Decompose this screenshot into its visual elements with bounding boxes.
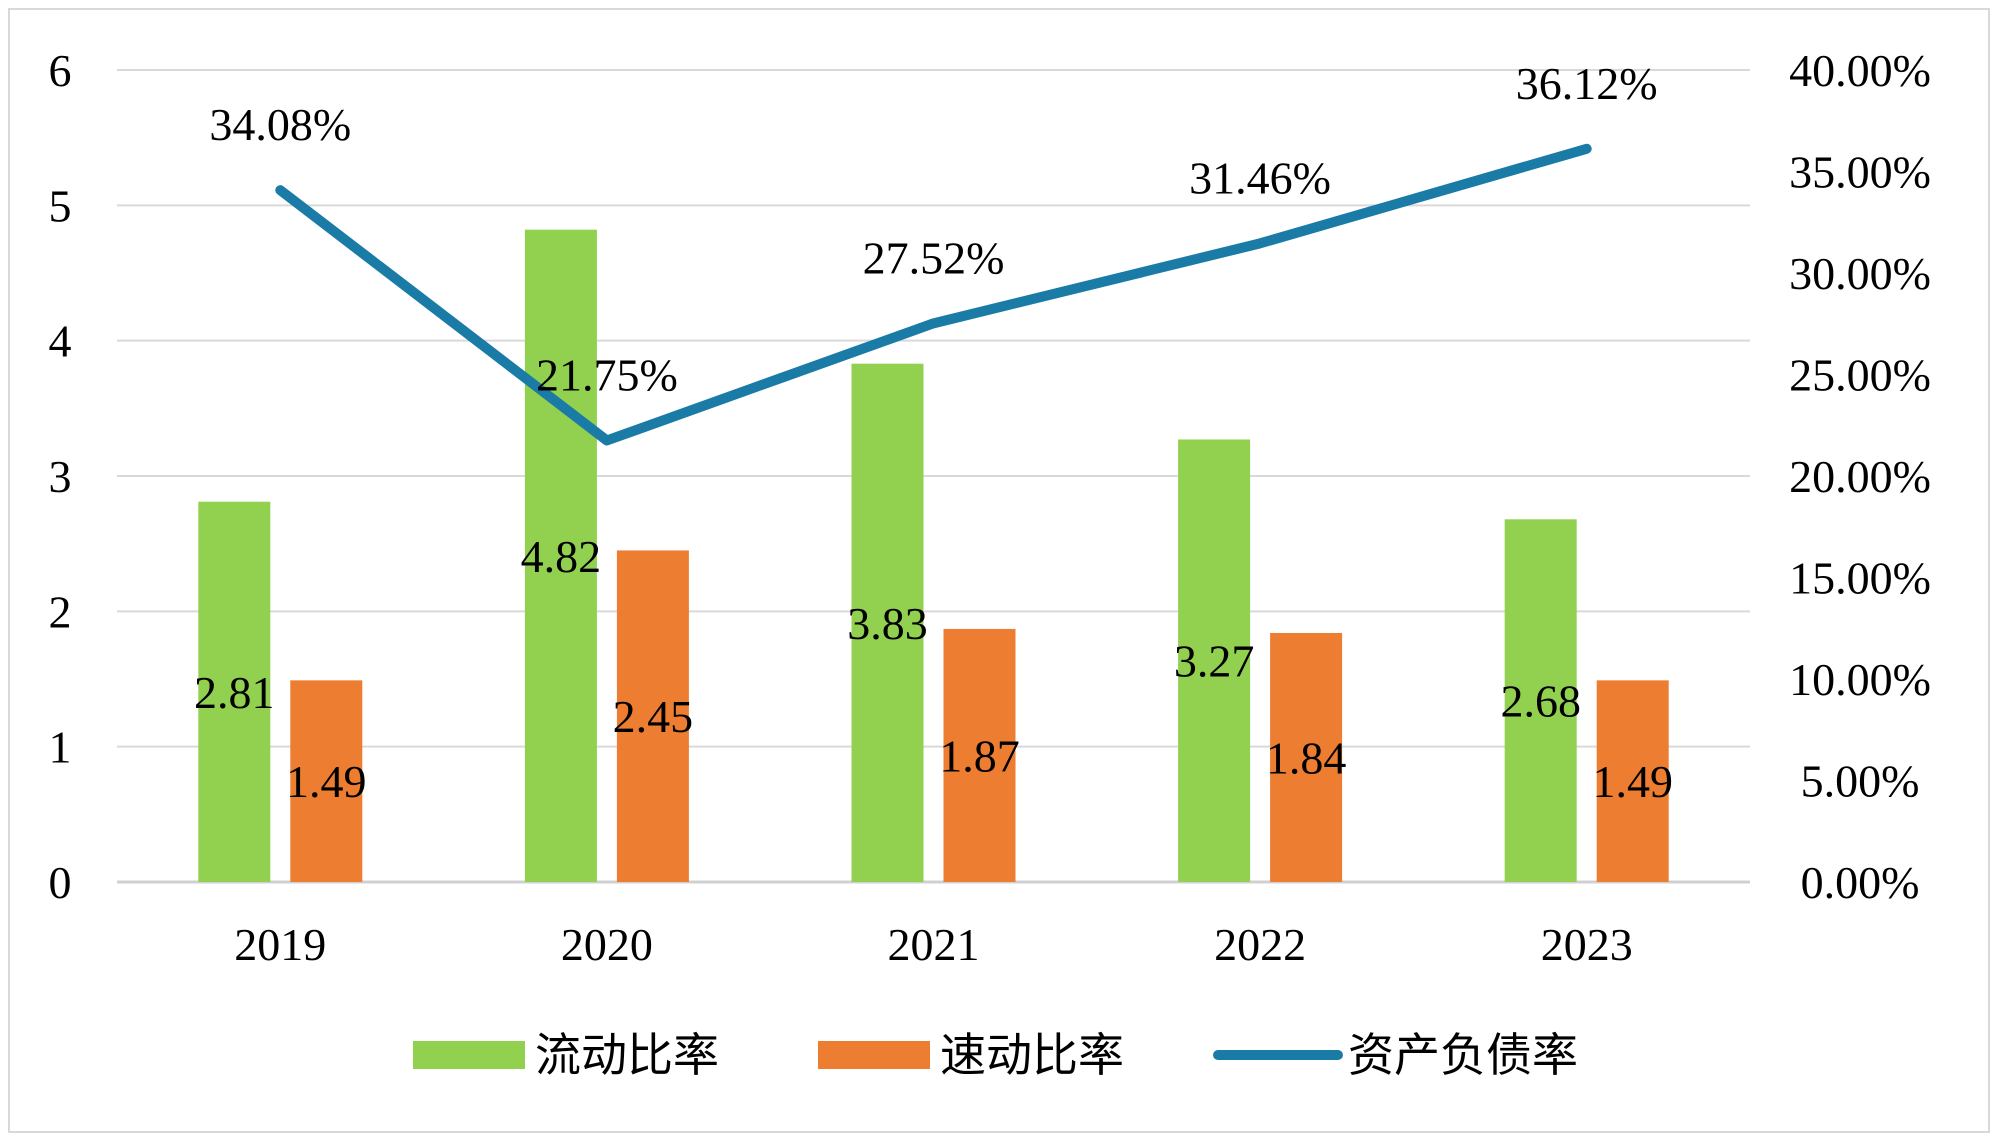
axes: 0 1 2 3 4 5 6 0.00% 5.00% 10.00% 15.00% 20.00% 25.00…	[49, 45, 1931, 970]
quick-ratio-bar	[1596, 680, 1669, 882]
debt-ratio-label: 36.12%	[1516, 58, 1658, 109]
data-labels: 2.814.823.833.272.681.492.451.87 1.84 1.49…	[194, 58, 1673, 807]
x-tick-label: 2020	[561, 919, 653, 970]
legend: 流动比率 速动比率 资产负债率	[413, 1028, 1578, 1082]
x-tick-label: 2023	[1541, 919, 1633, 970]
quick-ratio-label: 1.49	[286, 756, 367, 807]
y-right-tick-label: 40.00%	[1789, 45, 1931, 96]
debt-ratio-point	[932, 322, 935, 325]
legend-debt-ratio-label: 资产负债率	[1348, 1028, 1578, 1082]
quick-ratio-label: 1.49	[1592, 756, 1673, 807]
current-ratio-bar	[524, 229, 597, 882]
legend-quick-ratio-label: 速动比率	[940, 1028, 1124, 1082]
current-ratio-bar	[1504, 519, 1577, 882]
y-right-tick-label: 25.00%	[1789, 350, 1931, 401]
debt-ratio-label: 34.08%	[209, 99, 351, 150]
debt-ratio-line	[275, 143, 1592, 446]
legend-quick-ratio-swatch	[818, 1041, 930, 1069]
legend-current-ratio-swatch	[413, 1041, 525, 1069]
debt-ratio-point	[1259, 242, 1262, 245]
x-tick-label: 2019	[234, 919, 326, 970]
quick-ratio-bar	[943, 628, 1016, 882]
chart-frame	[8, 8, 1990, 1133]
y-right-tick-label: 20.00%	[1789, 451, 1931, 502]
y-left-tick-label: 4	[49, 316, 72, 367]
y-left-tick-label: 1	[49, 722, 72, 773]
current-ratio-label: 3.83	[847, 598, 928, 649]
current-ratio-bar	[851, 363, 924, 882]
current-ratio-bar	[1178, 439, 1251, 882]
y-right-tick-label: 10.00%	[1789, 654, 1931, 705]
y-right-tick-label: 0.00%	[1801, 857, 1920, 908]
x-tick-label: 2022	[1214, 919, 1306, 970]
x-tick-label: 2021	[888, 919, 980, 970]
y-left-tick-label: 5	[49, 180, 72, 231]
current-ratio-bar	[198, 501, 271, 882]
y-left-tick-label: 2	[49, 586, 72, 637]
y-right-tick-label: 5.00%	[1801, 756, 1920, 807]
quick-ratio-bar	[1270, 632, 1343, 882]
y-right-tick-label: 30.00%	[1789, 248, 1931, 299]
quick-ratio-label: 1.87	[939, 730, 1020, 781]
line-series	[275, 143, 1592, 446]
current-ratio-label: 4.82	[521, 531, 602, 582]
debt-ratio-point	[279, 189, 282, 192]
y-left-tick-label: 6	[49, 45, 72, 96]
y-left-tick-label: 3	[49, 451, 72, 502]
debt-ratio-point	[1585, 147, 1588, 150]
y-right-tick-label: 35.00%	[1789, 147, 1931, 198]
y-left-tick-label: 0	[49, 857, 72, 908]
current-ratio-label: 2.68	[1500, 676, 1581, 727]
y-right-tick-label: 15.00%	[1789, 553, 1931, 604]
debt-ratio-point	[605, 439, 608, 442]
current-ratio-label: 2.81	[194, 667, 275, 718]
quick-ratio-label: 1.84	[1266, 732, 1347, 783]
legend-current-ratio-label: 流动比率	[535, 1028, 719, 1082]
bars	[198, 229, 1669, 882]
quick-ratio-bar	[290, 680, 363, 882]
debt-ratio-label: 21.75%	[536, 349, 678, 400]
quick-ratio-bar	[616, 550, 689, 882]
debt-ratio-label: 31.46%	[1189, 152, 1331, 203]
gridlines	[117, 69, 1750, 884]
quick-ratio-label: 2.45	[613, 691, 694, 742]
debt-ratio-label: 27.52%	[863, 232, 1005, 283]
current-ratio-label: 3.27	[1174, 636, 1255, 687]
